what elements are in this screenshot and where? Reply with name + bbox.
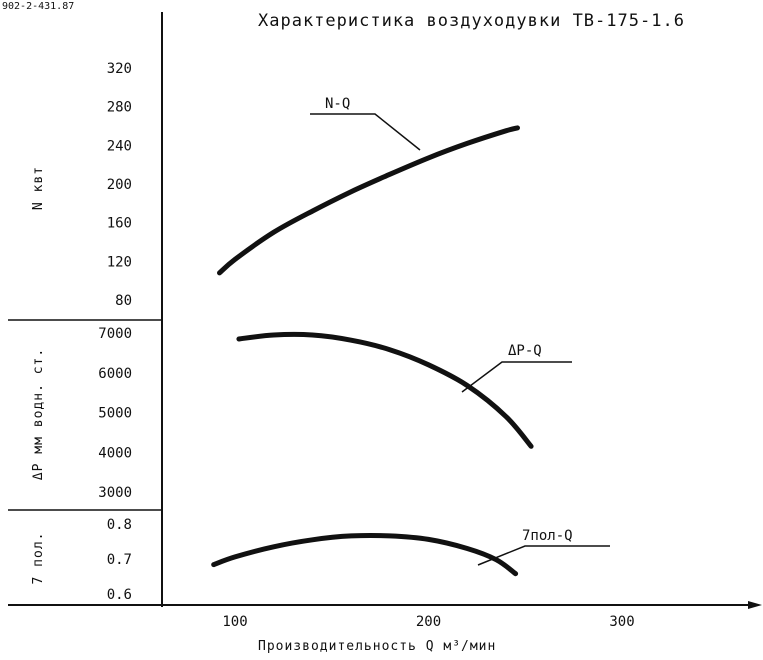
pressure-tick-labels: 3000 4000 5000 6000 7000 [98, 326, 132, 501]
y-tick-label: 320 [107, 61, 132, 77]
y-tick-label: 6000 [98, 366, 132, 382]
efficiency-axis-label: 7 пол. [31, 532, 46, 585]
dp-q-leader [461, 361, 572, 393]
x-tick-labels: 100 200 300 [222, 614, 634, 630]
n-q-leader [310, 113, 421, 151]
y-tick-label: 0.8 [107, 517, 132, 533]
series-label-eta-q: 7пол-Q [522, 528, 573, 544]
y-tick-label: 200 [107, 177, 132, 193]
x-axis-label: Производительность Q м³/мин [258, 639, 496, 654]
y-tick-label: 120 [107, 254, 132, 270]
series-line-eta-q [211, 532, 519, 577]
y-tick-label: 0.7 [107, 552, 132, 568]
x-tick-label: 200 [416, 614, 441, 630]
x-tick-label: 300 [609, 614, 634, 630]
y-tick-label: 160 [107, 216, 132, 232]
series-line-dp-q [236, 331, 534, 449]
y-tick-label: 7000 [98, 326, 132, 342]
pressure-axis-label: ΔР мм водн. ст. [31, 348, 46, 480]
efficiency-tick-labels: 0.6 0.7 0.8 [107, 517, 132, 603]
drawing-code: 902-2-431.87 [2, 1, 74, 12]
y-tick-label: 5000 [98, 406, 132, 422]
y-tick-label: 4000 [98, 445, 132, 461]
power-tick-labels: 80 120 160 200 240 280 320 [107, 61, 132, 309]
series-label-n-q: N-Q [325, 96, 350, 112]
y-tick-label: 280 [107, 100, 132, 116]
power-axis-label: N квт [31, 166, 46, 210]
y-tick-label: 80 [115, 293, 132, 309]
x-axis-arrow [748, 601, 762, 609]
y-tick-label: 3000 [98, 485, 132, 501]
y-tick-label: 0.6 [107, 587, 132, 603]
eta-q-leader [477, 545, 610, 566]
chart-title: Характеристика воздуходувки ТВ-175-1.6 [258, 11, 685, 31]
y-tick-label: 240 [107, 138, 132, 154]
x-tick-label: 100 [222, 614, 247, 630]
series-line-n-q [217, 125, 520, 276]
series-label-dp-q: ΔР-Q [508, 343, 542, 359]
